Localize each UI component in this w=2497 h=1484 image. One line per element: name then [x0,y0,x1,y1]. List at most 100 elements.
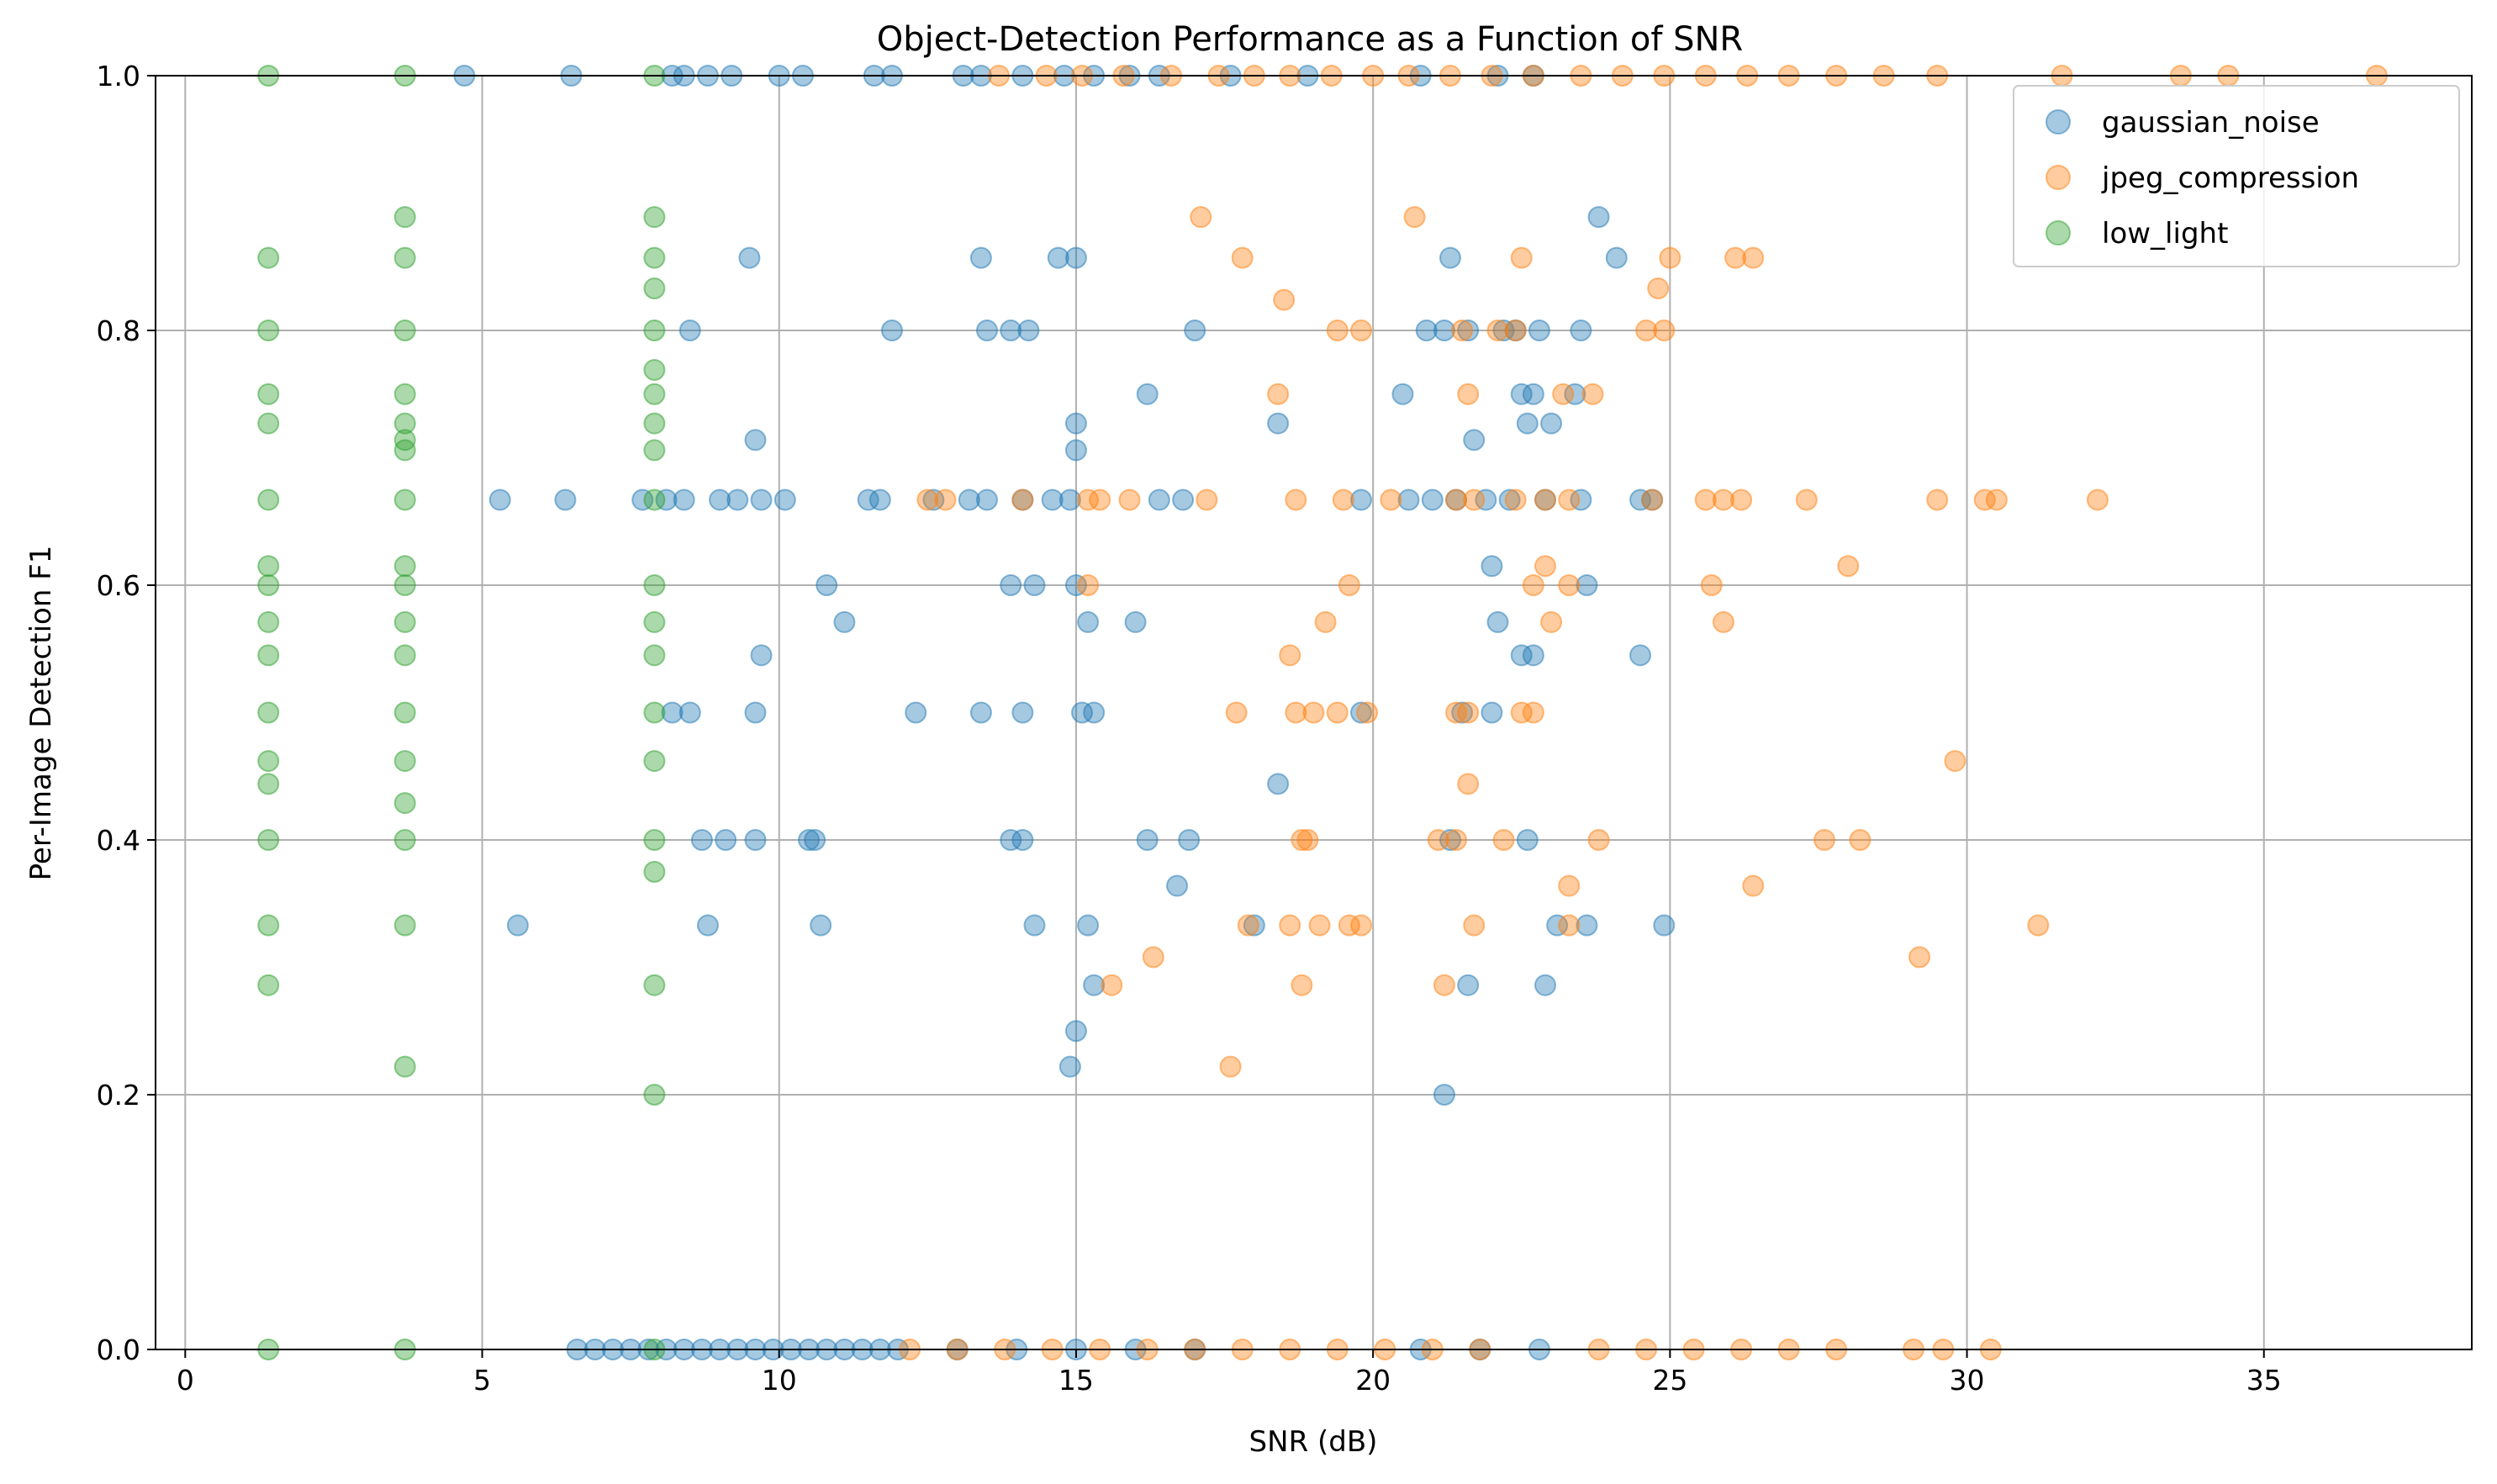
data-point [744,829,767,851]
data-point [1712,610,1734,633]
data-point [643,644,666,667]
data-point [1190,206,1212,229]
data-point [1463,914,1486,937]
data-point [1576,574,1598,596]
data-point [643,860,666,883]
x-tick-label: 35 [2246,1364,2282,1397]
data-point [1944,750,1966,773]
data-point [1089,489,1111,511]
data-point [1291,829,1313,851]
data-point [1973,489,1996,511]
data-point [2086,489,2109,511]
data-point [1427,829,1449,851]
data-point [1380,489,1402,511]
data-point [1457,773,1480,795]
data-point [1510,383,1533,405]
data-point [1653,914,1676,937]
data-point [1225,701,1248,724]
legend-box [2013,85,2460,267]
data-point [257,412,280,435]
data-point [1724,246,1747,269]
data-point [1795,489,1818,511]
data-point [744,701,767,724]
data-point [2027,914,2050,937]
data-point [643,750,666,773]
data-point [1558,574,1581,596]
x-tick-label: 10 [762,1364,797,1397]
data-point [257,914,280,937]
data-point [1332,489,1354,511]
data-point [1528,320,1550,341]
data-point [1457,320,1480,341]
data-point [1338,574,1360,596]
data-point [257,974,280,996]
data-point [257,246,280,269]
data-point [488,489,511,511]
data-point [393,750,416,773]
data-point [257,610,280,633]
data-point [257,773,280,795]
x-tick-label: 0 [177,1364,194,1397]
data-point [643,358,666,381]
data-point [1326,320,1349,341]
data-point [1279,644,1301,667]
data-point [643,383,666,405]
data-point [1219,1055,1242,1078]
y-axis-label: Per-Image Detection F1 [24,546,58,881]
data-point [1023,574,1046,596]
data-point [1641,489,1664,511]
data-point [643,412,666,435]
data-point [393,555,416,578]
legend-marker-jpeg-compression [2046,165,2071,190]
data-point [643,974,666,996]
data-point [393,320,416,341]
data-point [1540,610,1563,633]
data-point [934,489,957,511]
data-point [1534,974,1556,996]
data-points [257,65,2388,1360]
data-point [1985,489,2008,511]
data-point [1000,320,1022,341]
data-point [1023,914,1046,937]
data-point [643,701,666,724]
data-point [1534,489,1556,511]
data-point [1504,489,1527,511]
data-point [1291,974,1313,996]
legend-label-low-light: low_light [2102,217,2228,251]
data-point [958,489,980,511]
data-point [1457,701,1480,724]
y-tick-label: 0.0 [97,1333,140,1366]
data-point [661,701,684,724]
data-point [643,320,666,341]
data-point [1576,914,1598,937]
data-point [1124,610,1147,633]
data-point [1694,489,1717,511]
data-point [857,489,879,511]
data-point [257,555,280,578]
data-point [1403,206,1426,229]
data-point [1498,489,1521,511]
data-point [393,701,416,724]
data-point [690,829,713,851]
data-point [393,439,416,462]
data-point [1237,914,1259,937]
data-point [643,1084,666,1106]
data-point [1017,320,1040,341]
data-point [1439,246,1461,269]
y-tick-label: 0.8 [97,314,140,347]
data-point [1445,701,1468,724]
data-point [643,610,666,633]
data-point [1041,489,1064,511]
x-tick-label: 25 [1652,1364,1687,1397]
data-point [744,429,767,452]
data-point [975,489,998,511]
data-point [750,489,773,511]
data-point [1570,320,1592,341]
data-point [1552,383,1575,405]
data-point [1700,574,1723,596]
data-point [1064,439,1087,462]
data-point [1445,829,1468,851]
data-point [1540,412,1563,435]
x-tick-label: 5 [473,1364,491,1397]
data-point [678,701,701,724]
